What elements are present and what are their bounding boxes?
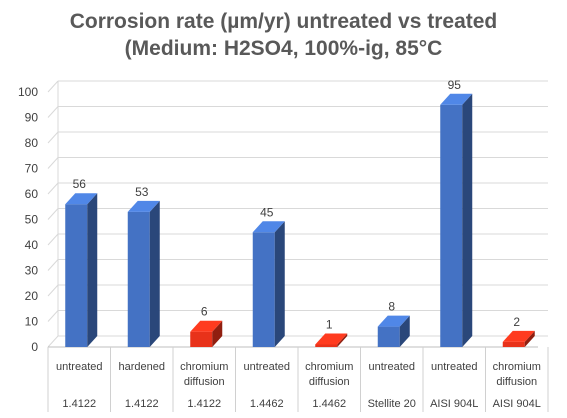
bar-front [377,326,400,347]
gridline-depth [47,80,59,93]
gridline-depth [47,310,59,322]
bar-value-label: 95 [448,78,462,92]
y-tick-label: 90 [25,111,39,125]
x-category-label: untreated [244,361,290,373]
bar-side [462,93,473,347]
y-tick-label: 80 [25,136,39,150]
gridline-depth [47,106,59,118]
bar-front [502,341,525,347]
y-tick-label: 50 [25,213,39,227]
chart-title-line-1: Corrosion rate (µm/yr) untreated vs trea… [69,10,498,33]
x-category-label: hardened [119,361,166,373]
bar-front [65,204,88,347]
gridline-depth [47,157,59,169]
x-material-label: AISI 904L [430,398,478,410]
x-category-label: untreated [369,361,415,373]
bar-side [399,315,410,347]
bar-value-label: 53 [135,185,149,199]
y-tick-label: 40 [25,238,39,252]
bar-top [315,333,348,345]
bar-side [337,333,348,347]
x-material-label: AISI 904L [493,398,541,410]
gridline-depth [47,233,59,246]
x-material-label: 1.4462 [312,398,346,410]
bar-top [190,320,223,332]
gridline-depth [47,182,59,195]
bar-value-label: 45 [260,205,274,219]
chart-title-line-2: (Medium: H2SO4, 100%-ig, 85°C [124,37,443,60]
x-category-label: chromium [305,361,353,373]
y-tick-label: 30 [25,264,39,278]
bar-front [315,344,338,347]
x-material-label: Stellite 20 [368,398,416,410]
bar-value-label: 6 [201,305,208,319]
x-category-label: untreated [431,361,477,373]
x-category-label: diffusion [496,376,537,388]
bar-front [252,232,275,347]
bar-value-label: 56 [73,177,87,191]
bar-value-label: 2 [513,315,520,329]
bar-top [502,330,535,342]
bar-side [87,193,98,347]
bar-value-label: 8 [388,300,395,314]
x-category-label: untreated [56,361,102,373]
bar-top [440,93,473,105]
y-tick-label: 100 [18,85,38,99]
bar-top [127,200,160,212]
gridline-depth [47,335,59,348]
x-material-label: 1.4462 [250,398,284,410]
gridline-depth [47,208,59,220]
gridline-depth [47,131,59,144]
bar-top [377,315,410,327]
y-tick-label: 60 [25,187,39,201]
x-material-label: 1.4122 [187,398,221,410]
bar-side [149,200,160,347]
bar-top [252,221,285,233]
y-tick-label: 10 [25,315,39,329]
bar-side [524,330,535,347]
bar-top [65,193,98,205]
y-tick-label: 0 [31,340,38,354]
x-category-label: diffusion [184,376,225,388]
bar-value-label: 1 [326,317,333,331]
y-tick-label: 20 [25,289,39,303]
y-tick-label: 70 [25,162,39,176]
bar-front [190,331,213,347]
gridline-depth [47,259,59,271]
x-material-label: 1.4122 [62,398,96,410]
x-category-label: chromium [493,361,541,373]
bar-front [440,104,463,347]
gridline-depth [47,284,59,297]
x-category-label: diffusion [309,376,350,388]
bar-side [212,320,223,347]
bar-front [127,211,150,347]
bar-side [274,221,285,347]
x-material-label: 1.4122 [125,398,159,410]
x-category-label: chromium [180,361,228,373]
